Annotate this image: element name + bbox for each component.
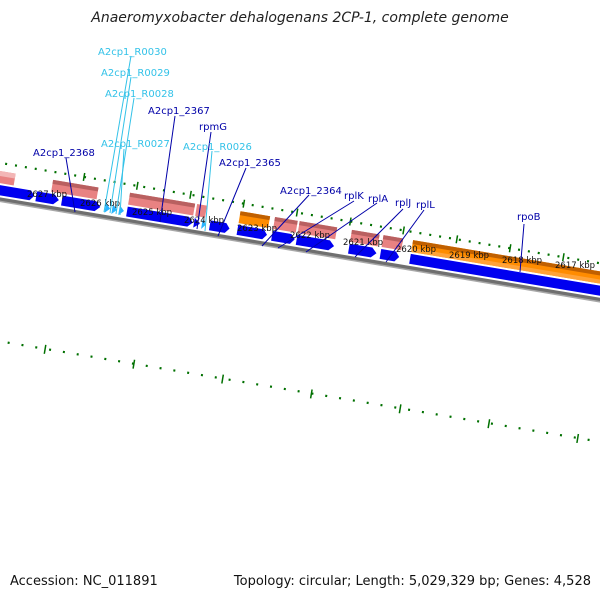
gene-labels: A2cp1_R0030 A2cp1_R0029 A2cp1_R0028 A2cp… [33,47,541,223]
cds-arrow [193,217,200,228]
rna-arrow [104,202,111,213]
tick-label: 2618 kbp [502,256,542,266]
cds-arrow [379,248,400,262]
rna-arrow [111,204,118,214]
cds-track [0,183,600,301]
gene-label-a2cp1-2364: A2cp1_2364 [280,186,342,197]
gene-label-a2cp1-2368: A2cp1_2368 [33,148,95,159]
tick-label: 2620 kbp [396,245,436,255]
cds-arrow [409,253,600,301]
gene-label-rpll: rplL [416,200,435,211]
outer-tick-ruler [0,161,600,269]
tick-labels: 2627 kbp 2626 kbp 2625 kbp 2624 kbp 2623… [27,190,595,271]
backbone [0,195,600,306]
cds-arrow [0,183,35,201]
cds-arrow [271,230,295,244]
gene-label-a2cp1-2365: A2cp1_2365 [219,158,281,169]
cds-arrow [236,225,267,240]
tick-label: 2623 kbp [237,224,277,234]
tick-label: 2621 kbp [343,238,383,248]
cds-arrow [295,234,335,251]
gene-label-a2cp1-2367: A2cp1_2367 [148,106,210,117]
tick-label: 2619 kbp [449,251,489,261]
inner-tick-ruler [0,334,598,443]
cds-arrow [348,243,377,258]
gene-label-a2cp1-r0028: A2cp1_R0028 [105,89,174,100]
cds-arrow [35,191,59,205]
gene-label-a2cp1-r0026: A2cp1_R0026 [183,142,252,153]
gene-label-rpla: rplA [368,194,388,205]
figure-title: Anaeromyxobacter dehalogenans 2CP-1, com… [90,10,508,26]
gene-label-rpob: rpoB [517,212,541,223]
gene-label-a2cp1-r0030: A2cp1_R0030 [98,47,167,58]
gene-feature [195,203,207,218]
tick-label: 2624 kbp [184,216,224,226]
cds-arrow [61,195,101,212]
cds-arrow [208,220,230,233]
accession-text: Accession: NC_011891 [10,574,158,589]
gene-label-rplj: rplJ [395,198,411,209]
tick-label: 2622 kbp [290,231,330,241]
tick-label: 2625 kbp [132,208,172,218]
inner-major-ticks [43,344,580,444]
gene-label-rpmg: rpmG [199,122,227,133]
cds-arrow [126,206,194,227]
tick-label: 2627 kbp [27,190,67,200]
topology-text: Topology: circular; Length: 5,029,329 bp… [233,574,591,589]
gene-label-rplk: rplK [344,191,364,202]
rna-arrow [201,219,206,229]
tick-label: 2617 kbp [555,261,595,271]
gene-label-a2cp1-r0029: A2cp1_R0029 [101,68,170,79]
gene-label-a2cp1-r0027: A2cp1_R0027 [101,139,170,150]
tick-label: 2626 kbp [80,199,120,209]
label-leaders [65,55,525,273]
